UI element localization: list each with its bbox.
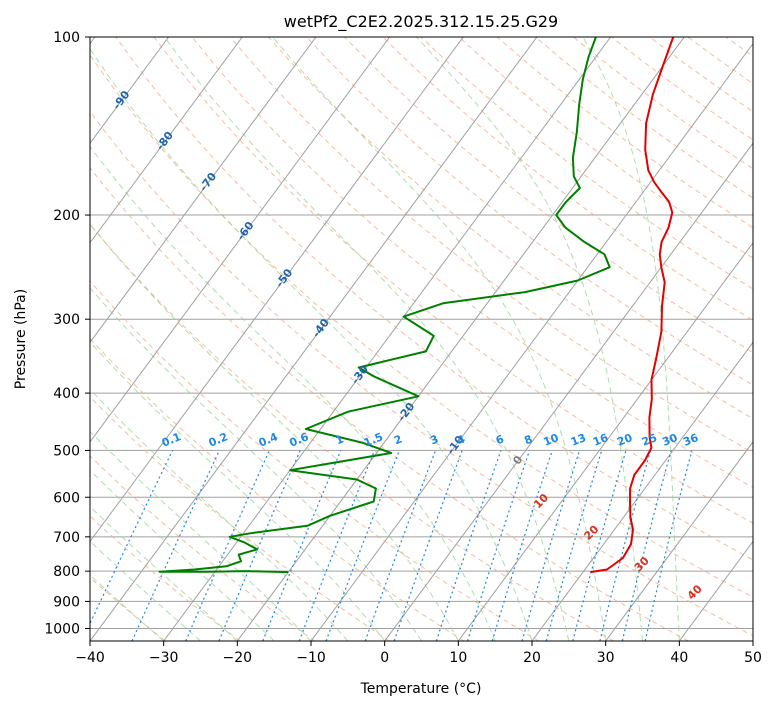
moist-adiabat [272,37,607,641]
y-tick-label: 900 [53,594,80,610]
x-tick-label: 30 [597,650,615,666]
dry-adiabat [90,54,753,598]
mixing-ratio-label: 30 [660,431,679,449]
plot-background [90,37,753,641]
mixing-ratio-line [466,450,531,641]
dry-adiabat [306,37,753,386]
y-tick-label: 100 [53,30,80,46]
y-tick-label: 300 [53,312,80,328]
dry-adiabat [153,37,753,524]
moist-adiabat [163,37,570,641]
x-tick-label: 10 [449,650,467,666]
mixing-ratio-line [572,450,627,641]
moist-adiabat [90,47,533,641]
mixing-ratio-line [621,450,672,641]
isotherm-line [90,37,317,344]
isotherm-line [90,37,538,641]
y-tick-label: 700 [53,530,80,546]
mixing-ratio-label: 16 [591,431,610,449]
mixing-ratio-line [131,450,220,641]
x-axis-title: Temperature (°C) [360,681,482,697]
dry-adiabat [382,37,753,321]
mixing-ratio-label: 8 [522,432,534,447]
dry-adiabat [115,37,753,561]
temperature-profile-line [590,37,675,574]
x-tick-label: −10 [296,650,326,666]
isotherm-line [90,37,464,543]
mixing-ratio-line [298,450,376,641]
dewpoint-profile-line [158,37,611,574]
moist-adiabat [90,574,165,641]
plot-frame [89,36,754,642]
isotherm-line [90,37,170,145]
y-tick-label: 400 [53,386,80,402]
dry-adiabat [90,455,315,641]
y-tick-label: 1000 [44,621,80,637]
moist-adiabat [90,505,238,641]
mixing-ratio-line [491,450,553,641]
mixing-ratio-line [435,450,502,641]
moist-adiabat [90,341,386,641]
x-tick-label: 50 [744,650,762,666]
moist-adiabat [90,287,422,641]
axis-layer: −40 −30 −20 −10 0 10 20 30 40 50 100 200 300 400 500 60… [44,30,762,666]
moist-adiabat [90,469,275,641]
x-tick-label: 40 [670,650,688,666]
dry-adiabat [90,576,166,641]
mixing-ratio-label: 36 [681,431,700,449]
dry-adiabat [90,166,689,641]
x-tick-label: −30 [149,650,179,666]
dry-adiabat [191,37,753,489]
mixing-ratio-line [325,450,400,641]
moist-adiabat [582,37,680,641]
mixing-ratio-label: 3 [428,432,440,447]
y-tick-label: 600 [53,490,80,506]
mixing-ratio-label: 25 [640,431,659,449]
isotherm-line [457,241,753,641]
data-layer [158,37,675,574]
isotherm-line [384,142,753,641]
mixing-ratio-line [599,450,652,641]
y-tick-label: 500 [53,443,80,459]
isotherm-line [90,37,391,443]
y-tick-label: 800 [53,564,80,580]
mixing-ratio-line [545,450,603,641]
mixing-ratio-line [262,450,342,641]
moist-adiabat [90,223,459,641]
x-tick-label: 20 [523,650,541,666]
isotherm-line [605,441,753,641]
mixing-ratio-label: 1 [334,432,346,447]
dry-adiabat [90,396,390,641]
x-tick-label: −40 [75,650,105,666]
isotherm-line [90,37,243,244]
mixing-ratio-label: 20 [615,431,634,449]
dry-adiabat [90,223,614,641]
mixing-ratio-label: 2 [392,432,404,447]
y-axis-title: Pressure (hPa) [13,289,29,389]
mixing-ratio-line [218,450,301,641]
moist-adiabat [416,37,643,641]
grid-layer [90,37,753,641]
isotherm-line [531,341,753,641]
mixing-ratio-label: 13 [569,431,588,449]
moist-adiabat [90,540,201,641]
mixing-ratio-line [521,450,581,641]
x-tick-label: −20 [223,650,253,666]
isotherm-line [310,42,753,641]
mixing-ratio-label: 10 [542,431,561,449]
chart-title: wetPf2_C2E2.2025.312.15.25.G29 [284,12,558,32]
isotherm-line [752,640,753,641]
dry-adiabat [90,337,465,641]
mixing-ratio-line [185,450,270,641]
dry-adiabat [229,37,753,454]
mixing-ratio-line [364,450,437,641]
moist-adiabat [90,388,349,641]
x-tick-label: 0 [380,650,389,666]
mixing-ratio-line [90,450,174,625]
isotherm-line [236,37,685,641]
mixing-ratio-line [644,450,693,641]
y-tick-label: 200 [53,208,80,224]
mixing-ratio-line [393,450,463,641]
